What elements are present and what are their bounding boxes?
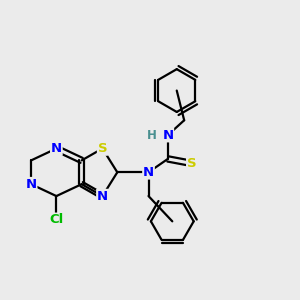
Text: S: S [187,157,196,170]
Text: N: N [51,142,62,155]
Text: S: S [98,142,107,155]
Text: N: N [26,178,37,191]
Text: N: N [143,166,154,179]
Text: N: N [162,129,173,142]
Text: Cl: Cl [49,213,64,226]
Text: N: N [97,190,108,202]
Text: H: H [146,129,156,142]
